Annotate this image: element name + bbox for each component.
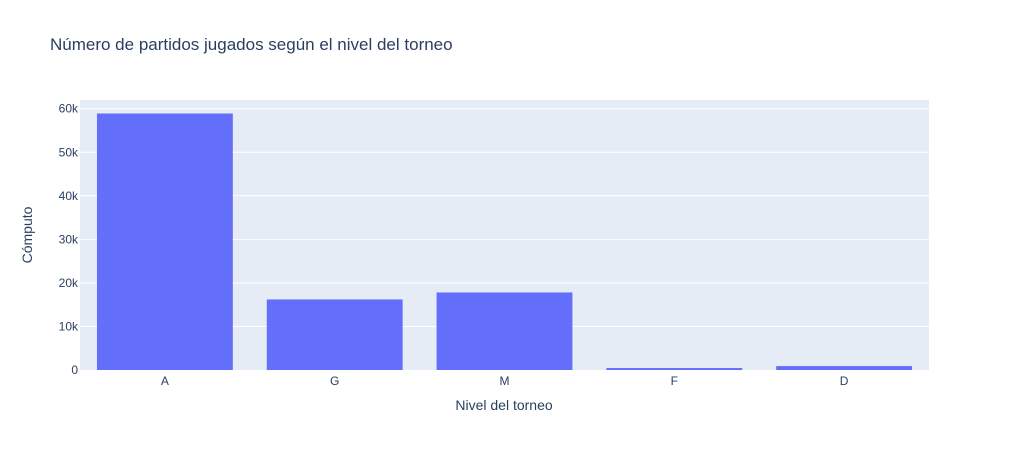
bar-D[interactable] bbox=[776, 366, 913, 370]
y-tick-label: 10k bbox=[59, 319, 79, 333]
bar-M[interactable] bbox=[436, 292, 573, 370]
x-tick-label: G bbox=[330, 374, 339, 388]
y-tick-label: 0 bbox=[71, 363, 78, 377]
chart-title: Número de partidos jugados según el nive… bbox=[50, 35, 453, 54]
y-tick-label: 50k bbox=[59, 145, 79, 159]
y-tick-label: 20k bbox=[59, 276, 79, 290]
bar-G[interactable] bbox=[266, 299, 403, 370]
x-tick-label: D bbox=[840, 374, 849, 388]
y-tick-label: 60k bbox=[59, 102, 79, 116]
bar-A[interactable] bbox=[96, 113, 233, 371]
bar-F[interactable] bbox=[606, 368, 743, 370]
x-tick-label: F bbox=[671, 374, 678, 388]
bars bbox=[96, 113, 913, 371]
y-axis-title: Cómputo bbox=[19, 206, 35, 263]
y-tick-label: 30k bbox=[59, 232, 79, 246]
x-axis-title: Nivel del torneo bbox=[455, 397, 552, 413]
y-tick-label: 40k bbox=[59, 189, 79, 203]
y-tick-labels: 0 10k 20k 30k 40k 50k 60k bbox=[59, 102, 79, 377]
x-tick-label: A bbox=[161, 374, 169, 388]
x-tick-label: M bbox=[500, 374, 510, 388]
